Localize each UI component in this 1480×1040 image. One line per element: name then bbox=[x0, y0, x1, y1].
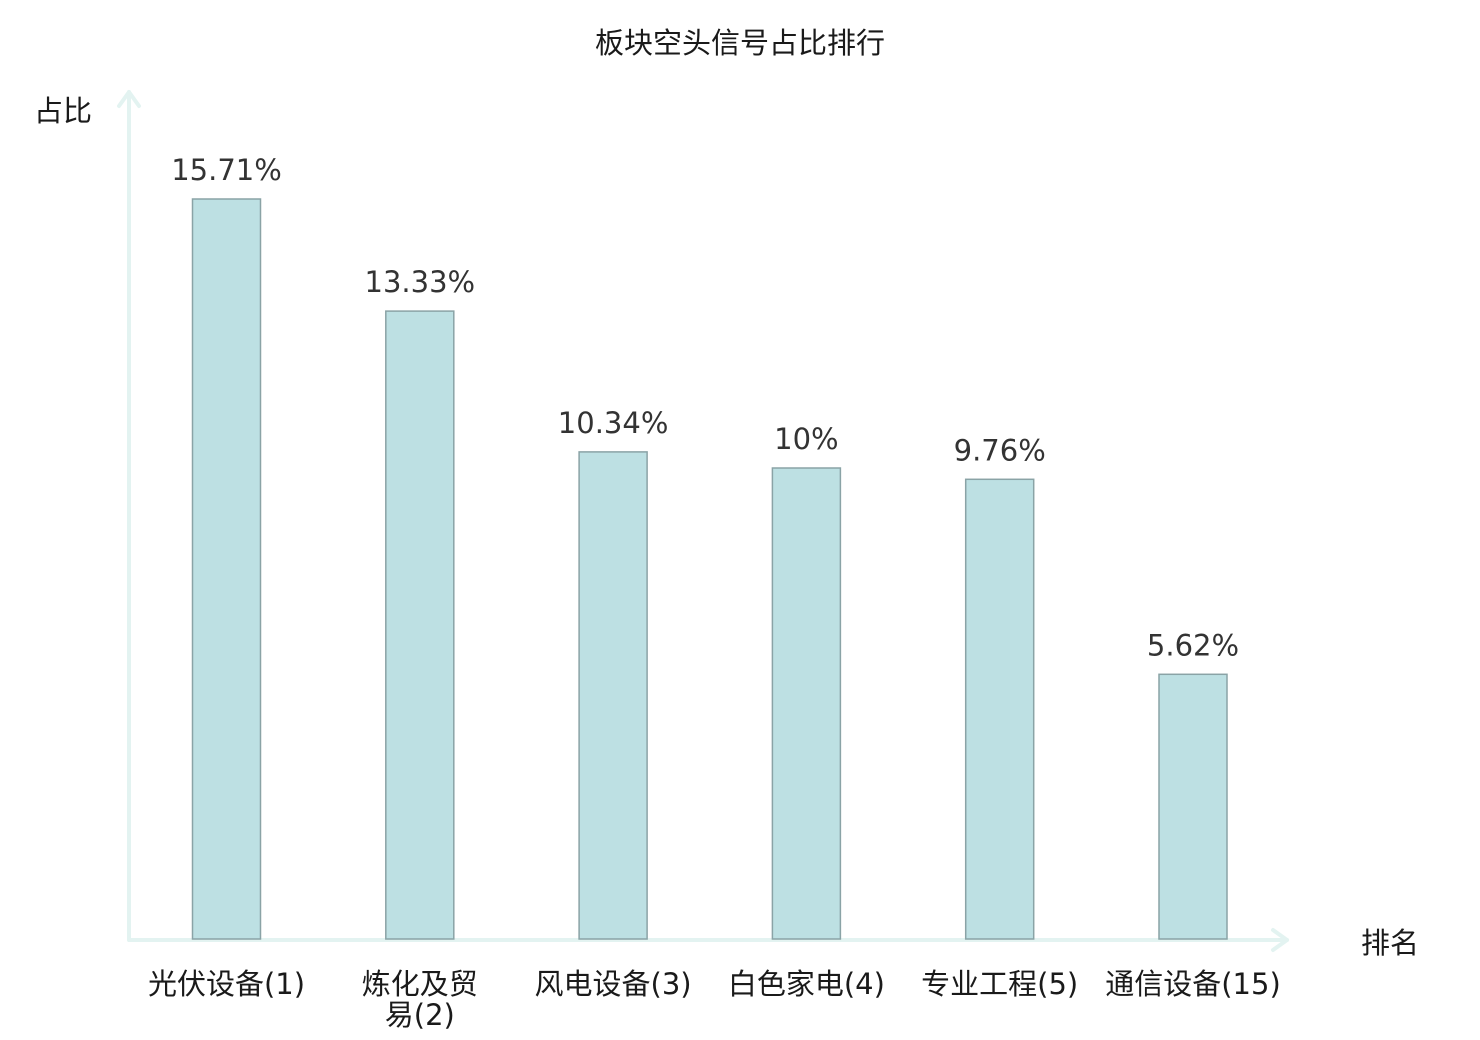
x-axis-label: 排名 bbox=[1361, 926, 1419, 960]
bar-value-label: 15.71% bbox=[171, 153, 282, 187]
bar bbox=[578, 451, 648, 940]
bar-value-label: 5.62% bbox=[1147, 628, 1239, 662]
bar-value-label: 13.33% bbox=[365, 265, 476, 299]
x-tick-label: 炼化及贸 bbox=[362, 967, 478, 1001]
bar bbox=[964, 478, 1035, 940]
bar bbox=[771, 467, 842, 940]
x-tick-label: 专业工程(5) bbox=[921, 967, 1078, 1001]
x-tick-label: 易(2) bbox=[385, 998, 455, 1032]
bar-value-label: 10.34% bbox=[558, 406, 669, 440]
x-axis-arrow bbox=[1271, 928, 1289, 952]
bar bbox=[191, 198, 262, 940]
bar-value-label: 10% bbox=[774, 422, 838, 456]
x-tick-label: 通信设备(15) bbox=[1105, 967, 1281, 1001]
x-tick-label: 光伏设备(1) bbox=[148, 967, 305, 1001]
x-tick-label: 白色家电(4) bbox=[728, 967, 885, 1001]
y-axis-arrow bbox=[117, 90, 141, 108]
bar-value-label: 9.76% bbox=[954, 433, 1046, 467]
chart-title: 板块空头信号占比排行 bbox=[595, 26, 885, 60]
bar bbox=[385, 310, 455, 940]
bar bbox=[1158, 673, 1228, 940]
x-tick-label: 风电设备(3) bbox=[535, 967, 692, 1001]
y-axis-label: 占比 bbox=[34, 94, 92, 128]
